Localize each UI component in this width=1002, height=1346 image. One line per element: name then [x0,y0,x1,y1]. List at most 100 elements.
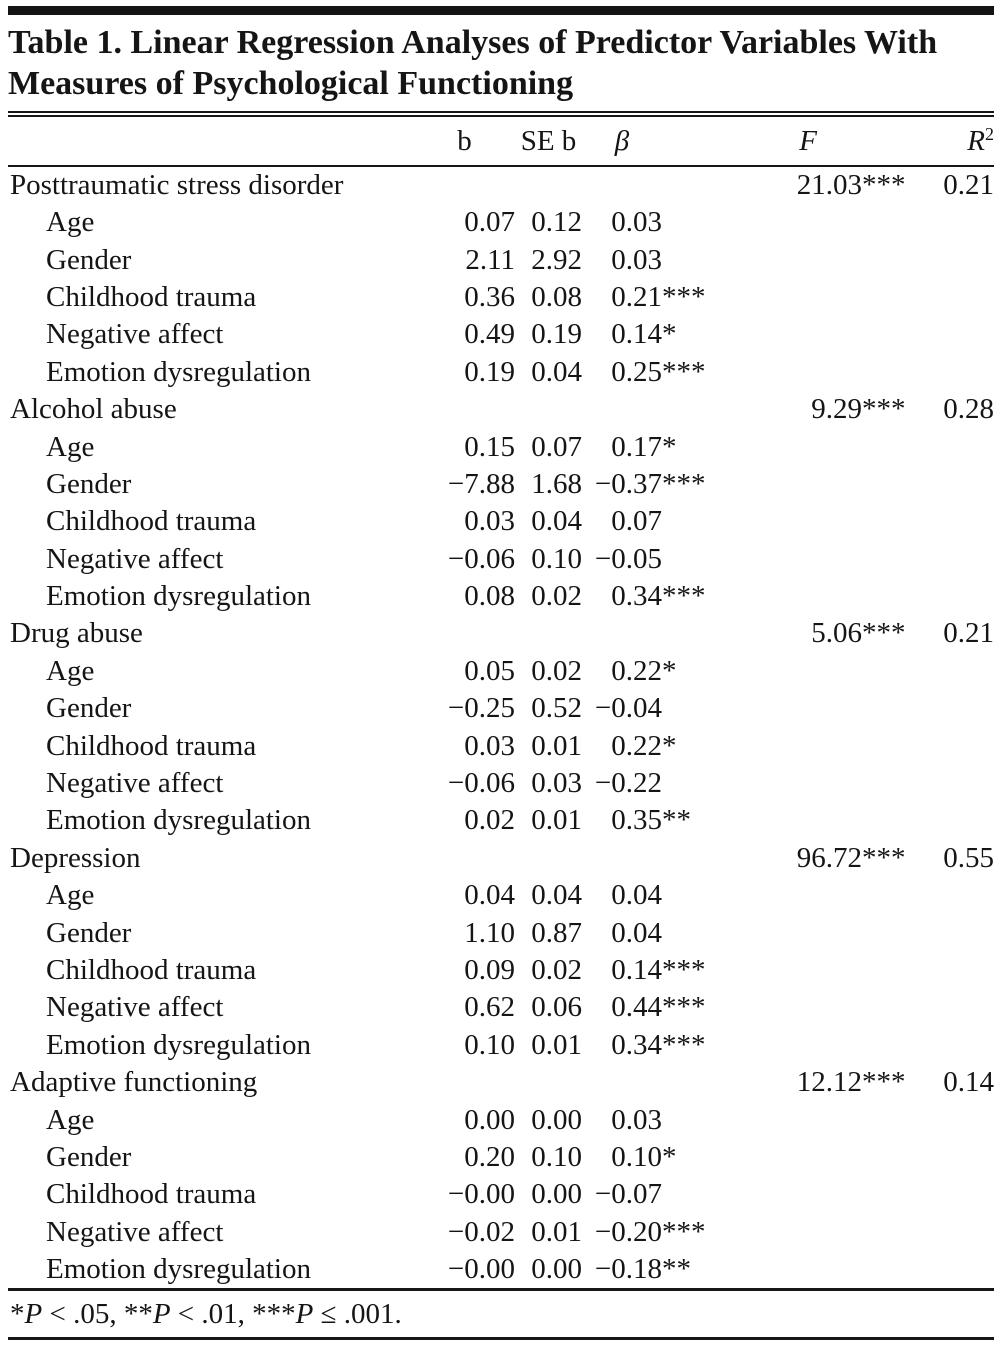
se-value: 0.52 [531,692,582,725]
predictor-label: Gender [46,243,132,276]
se-value: 2.92 [531,243,582,276]
beta-value: −0.20*** [594,1215,706,1248]
predictor-row: Childhood trauma 0.03 0.01 0.22* [8,727,994,764]
r2-value: 0.28 [943,393,994,426]
se-value: 0.01 [531,804,582,837]
outcome-label: Posttraumatic stress disorder [10,168,344,201]
predictor-row: Age 0.04 0.04 0.04 [8,877,994,914]
predictor-label: Age [46,206,95,239]
b-value: 0.09 [464,953,515,986]
predictor-label: Age [46,654,95,687]
predictor-row: Childhood trauma 0.09 0.02 0.14*** [8,952,994,989]
b-value: 0.08 [464,580,515,613]
b-value: −0.00 [447,1253,515,1286]
predictor-row: Childhood trauma 0.36 0.08 0.21*** [8,279,994,316]
outcome-label: Depression [10,841,141,874]
beta-value: 0.34*** [611,580,706,613]
beta-value: 0.34*** [611,1028,706,1061]
outcome-row: Alcohol abuse 9.29*** 0.28 [8,391,994,428]
se-value: 0.01 [531,1028,582,1061]
predictor-row: Negative affect −0.06 0.03 −0.22 [8,765,994,802]
predictor-label: Age [46,430,95,463]
beta-value: 0.03 [611,243,662,276]
b-value: 0.20 [464,1140,515,1173]
outcome-label: Adaptive functioning [10,1066,258,1099]
col-header-se-b: SE b [520,125,577,158]
se-value: 0.07 [531,430,582,463]
se-value: 0.02 [531,953,582,986]
col-header-beta: β [614,125,630,158]
b-value: −7.88 [447,467,515,500]
se-value: 0.04 [531,355,582,388]
b-value: −0.06 [447,542,515,575]
predictor-row: Gender 2.11 2.92 0.03 [8,241,994,278]
beta-value: −0.37*** [594,467,706,500]
se-value: 0.02 [531,654,582,687]
predictor-row: Emotion dysregulation 0.02 0.01 0.35** [8,802,994,839]
predictor-label: Emotion dysregulation [46,1028,311,1061]
predictor-label: Age [46,879,95,912]
se-value: 0.00 [531,1178,582,1211]
predictor-label: Negative affect [46,318,224,351]
header-rule [8,164,994,167]
b-value: 0.02 [464,804,515,837]
footnote-rule [8,1288,994,1292]
col-header-f: F [799,125,817,158]
predictor-row: Age 0.05 0.02 0.22* [8,653,994,690]
se-value: 0.06 [531,991,582,1024]
se-value: 0.10 [531,1140,582,1173]
b-value: 2.11 [465,243,515,276]
b-value: 0.03 [464,505,515,538]
predictor-row: Age 0.15 0.07 0.17* [8,428,994,465]
se-value: 0.10 [531,542,582,575]
predictor-row: Negative affect 0.62 0.06 0.44*** [8,989,994,1026]
double-rule [8,110,994,117]
predictor-label: Negative affect [46,767,224,800]
beta-value: −0.05 [594,542,662,575]
predictor-row: Gender 0.20 0.10 0.10* [8,1139,994,1176]
f-value: 96.72*** [796,841,906,874]
beta-value: −0.07 [594,1178,662,1211]
r2-value: 0.55 [943,841,994,874]
b-value: 0.49 [464,318,515,351]
b-value: 0.03 [464,729,515,762]
column-header-row: b SE b β F R2 [8,119,994,165]
significance-footnote: *P < .05, **P < .01, ***P ≤ .001. [8,1291,994,1337]
beta-value: 0.03 [611,206,662,239]
predictor-label: Age [46,1103,95,1136]
se-value: 0.04 [531,505,582,538]
se-value: 0.02 [531,580,582,613]
predictor-label: Childhood trauma [46,1178,257,1211]
b-value: 0.05 [464,654,515,687]
beta-value: 0.14*** [611,953,706,986]
outcome-row: Depression 96.72*** 0.55 [8,840,994,877]
predictor-label: Emotion dysregulation [46,804,311,837]
col-header-r2: R2 [862,124,994,158]
predictor-row: Negative affect −0.02 0.01 −0.20*** [8,1214,994,1251]
outcome-label: Alcohol abuse [10,393,177,426]
f-value: 12.12*** [796,1066,906,1099]
col-header-b: b [457,125,472,158]
f-value: 9.29*** [811,393,906,426]
b-value: −0.00 [447,1178,515,1211]
beta-value: 0.21*** [611,280,706,313]
r2-value: 0.14 [943,1066,994,1099]
beta-value: 0.07 [611,505,662,538]
beta-value: 0.44*** [611,991,706,1024]
b-value: 0.00 [464,1103,515,1136]
beta-value: −0.22 [594,767,662,800]
se-value: 0.08 [531,280,582,313]
f-value: 21.03*** [796,168,906,201]
predictor-row: Childhood trauma 0.03 0.04 0.07 [8,503,994,540]
outcome-row: Posttraumatic stress disorder 21.03*** 0… [8,167,994,204]
predictor-row: Emotion dysregulation −0.00 0.00 −0.18** [8,1251,994,1288]
se-value: 0.87 [531,916,582,949]
predictor-label: Childhood trauma [46,505,257,538]
beta-value: −0.18** [594,1253,691,1286]
beta-value: 0.10* [611,1140,677,1173]
beta-value: 0.04 [611,916,662,949]
predictor-label: Emotion dysregulation [46,355,311,388]
predictor-row: Gender −0.25 0.52 −0.04 [8,690,994,727]
predictor-label: Negative affect [46,542,224,575]
